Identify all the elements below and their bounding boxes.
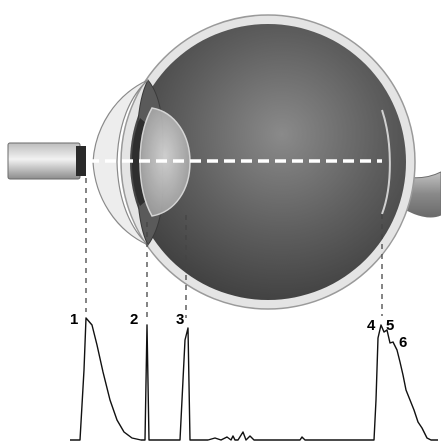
- echo-label-6: 6: [399, 334, 407, 351]
- echo-label-4: 4: [367, 317, 376, 334]
- echo-label-2: 2: [130, 311, 138, 328]
- echo-label-3: 3: [176, 311, 184, 328]
- a-scan-trace: [70, 317, 438, 441]
- echo-label-5: 5: [386, 317, 394, 334]
- echo-label-1: 1: [70, 311, 78, 328]
- cornea: [92, 79, 149, 246]
- projection-lines: [85, 178, 383, 318]
- retina: [381, 109, 391, 215]
- probe-tip: [76, 146, 86, 176]
- ultrasound-probe: [7, 142, 81, 180]
